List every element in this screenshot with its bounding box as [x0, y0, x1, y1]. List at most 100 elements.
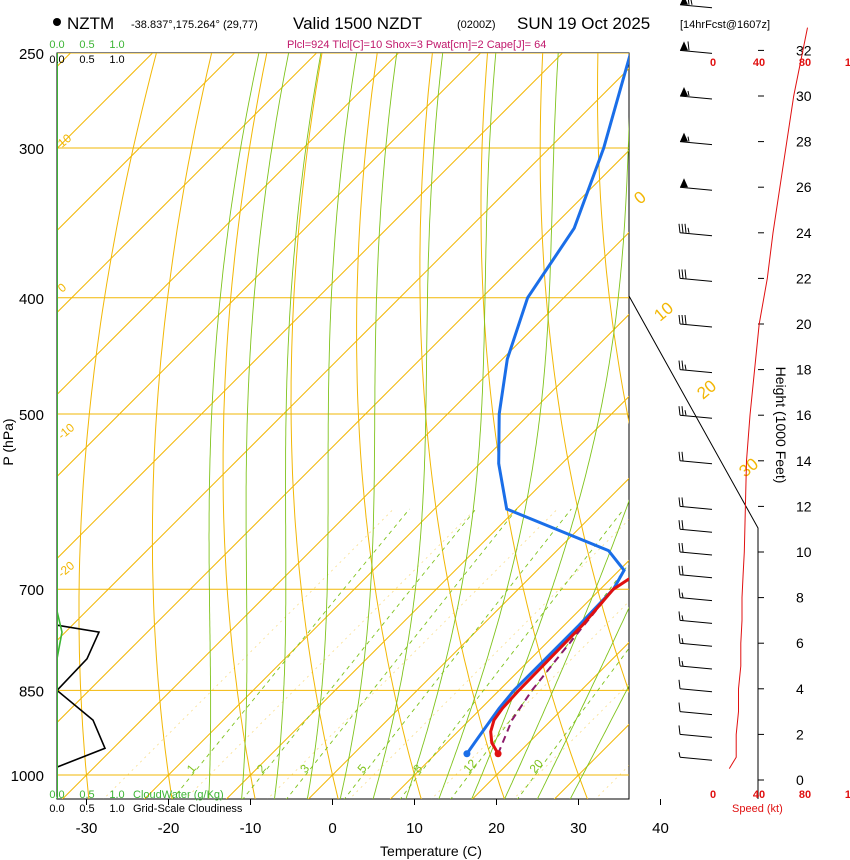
dry-adiabat-line: [539, 53, 629, 693]
wind-barb-staff: [679, 711, 713, 716]
pressure-tick-label: 500: [19, 407, 44, 424]
dry-adiabat-line: [480, 53, 589, 799]
cloudiness-top-tick: 1.0: [109, 54, 124, 66]
surface-temperature-point: [494, 750, 502, 758]
wind-barb: [679, 41, 713, 54]
isotherm-line: [57, 53, 318, 314]
wind-barb: [679, 0, 713, 9]
cloud-profile: [57, 53, 107, 799]
cloud-water-bottom-tick: 1.0: [109, 789, 124, 801]
moist-adiabat-line: [274, 53, 322, 799]
cloud-water-top-tick: 0.5: [79, 39, 94, 51]
mixing-ratio-line: [286, 508, 518, 799]
speed-bottom-tick: 0: [710, 789, 716, 801]
height-tick-label: 30: [796, 88, 812, 104]
cloudiness-bottom-tick: 0.0: [49, 803, 64, 815]
temperature-tick-label: -10: [240, 820, 262, 837]
wind-barb-full: [684, 269, 687, 279]
dry-adiabat-line: [290, 53, 339, 799]
header: NZTM -38.837°,175.264° (29,77) Valid 150…: [53, 14, 770, 51]
wind-barb-full: [681, 269, 684, 279]
speed-bottom-tick: 40: [753, 789, 765, 801]
wind-barb-staff: [679, 277, 713, 282]
wind-barb-staff: [679, 460, 713, 465]
isotherm-label: 10: [650, 298, 677, 325]
wind-barb-full: [678, 702, 681, 712]
height-tick-label: 26: [796, 179, 812, 195]
isotherm-line: [307, 477, 629, 799]
isotherm-label: 20: [693, 376, 720, 403]
height-tick-label: 24: [796, 225, 812, 241]
valid-time: Valid 1500 NZDT: [293, 14, 422, 33]
isotherm-line: [57, 149, 629, 724]
wind-barb: [678, 520, 713, 533]
dry-adiabat-line: [356, 53, 422, 799]
speed-bottom-tick: 12: [845, 789, 850, 801]
station-location: -38.837°,175.264° (29,77): [131, 19, 258, 31]
wind-barb-full: [678, 588, 681, 598]
wind-barb: [678, 634, 713, 647]
isotherm-label: 0: [630, 187, 649, 208]
mixing-ratio-label: 8: [410, 761, 425, 775]
moist-adiabat-line: [405, 53, 497, 799]
wind-barb: [678, 752, 713, 761]
dry-adiabat-line: [596, 53, 629, 425]
wind-barb-full: [681, 497, 684, 507]
moist-adiabat-line: [471, 116, 629, 799]
temperature-tick-label: -20: [158, 820, 180, 837]
utc-time: (0200Z): [457, 19, 496, 31]
wind-barb-full: [678, 725, 681, 735]
wind-barb: [678, 269, 713, 282]
cloud-scale: CloudWater (g/Kg) Grid-Scale Cloudiness …: [49, 39, 243, 815]
moist-adiabats: [208, 53, 629, 799]
wind-barb-staff: [679, 141, 713, 146]
pressure-axis-title: P (hPa): [0, 418, 16, 465]
wind-barb: [678, 565, 713, 579]
dewpoint-line: [465, 53, 629, 755]
temperature-tick-label: 30: [570, 820, 587, 837]
temperature-line: [489, 577, 629, 755]
wind-barb-full: [681, 406, 684, 416]
wind-barb-half: [684, 410, 687, 416]
pressure-tick-label: 700: [19, 582, 44, 599]
wind-barb-staff: [679, 551, 713, 556]
height-axis-title: Height (1000 Feet): [773, 367, 789, 484]
wind-barb-full: [678, 360, 681, 370]
wind-barb-half: [687, 136, 690, 142]
isotherm-minor-line: [185, 508, 476, 799]
height-tick-label: 10: [796, 544, 812, 560]
wind-barb-staff: [679, 756, 713, 761]
wind-barb-full: [678, 656, 681, 667]
wind-barb-half: [681, 592, 684, 598]
wind-barb-staff: [679, 414, 713, 419]
moist-adiabat-line: [339, 53, 398, 799]
station-dot-icon: [53, 18, 61, 26]
speed-bottom-tick: 80: [799, 789, 811, 801]
isotherm-line: [635, 32, 850, 801]
height-tick-label: 2: [796, 726, 804, 742]
wind-barb: [678, 360, 713, 374]
speed-top-tick: 80: [799, 57, 811, 69]
moist-adiabat-line: [241, 53, 290, 799]
wind-barb-full: [678, 451, 681, 461]
isotherm-line: [57, 53, 400, 396]
wind-barb-full: [681, 565, 684, 575]
wind-barb-full: [687, 41, 690, 51]
temperature-tick-label: 0: [328, 820, 336, 837]
wind-barb-full: [678, 679, 681, 689]
isotherm-line: [61, 231, 629, 799]
wind-barb: [678, 679, 713, 693]
plot-frame: [56, 52, 630, 800]
wind-barb-half: [678, 752, 681, 758]
wind-barb-staff: [679, 323, 713, 328]
wind-barb: [678, 497, 713, 510]
pressure-tick-label: 300: [19, 141, 44, 158]
wind-barb-full: [678, 565, 681, 575]
mixing-ratio-line: [171, 508, 410, 799]
wind-barb: [678, 223, 713, 237]
wind-barb-full: [681, 520, 684, 530]
wind-barb-full: [681, 451, 684, 461]
wind-barb: [678, 611, 713, 624]
isotherm-line: [143, 313, 629, 799]
